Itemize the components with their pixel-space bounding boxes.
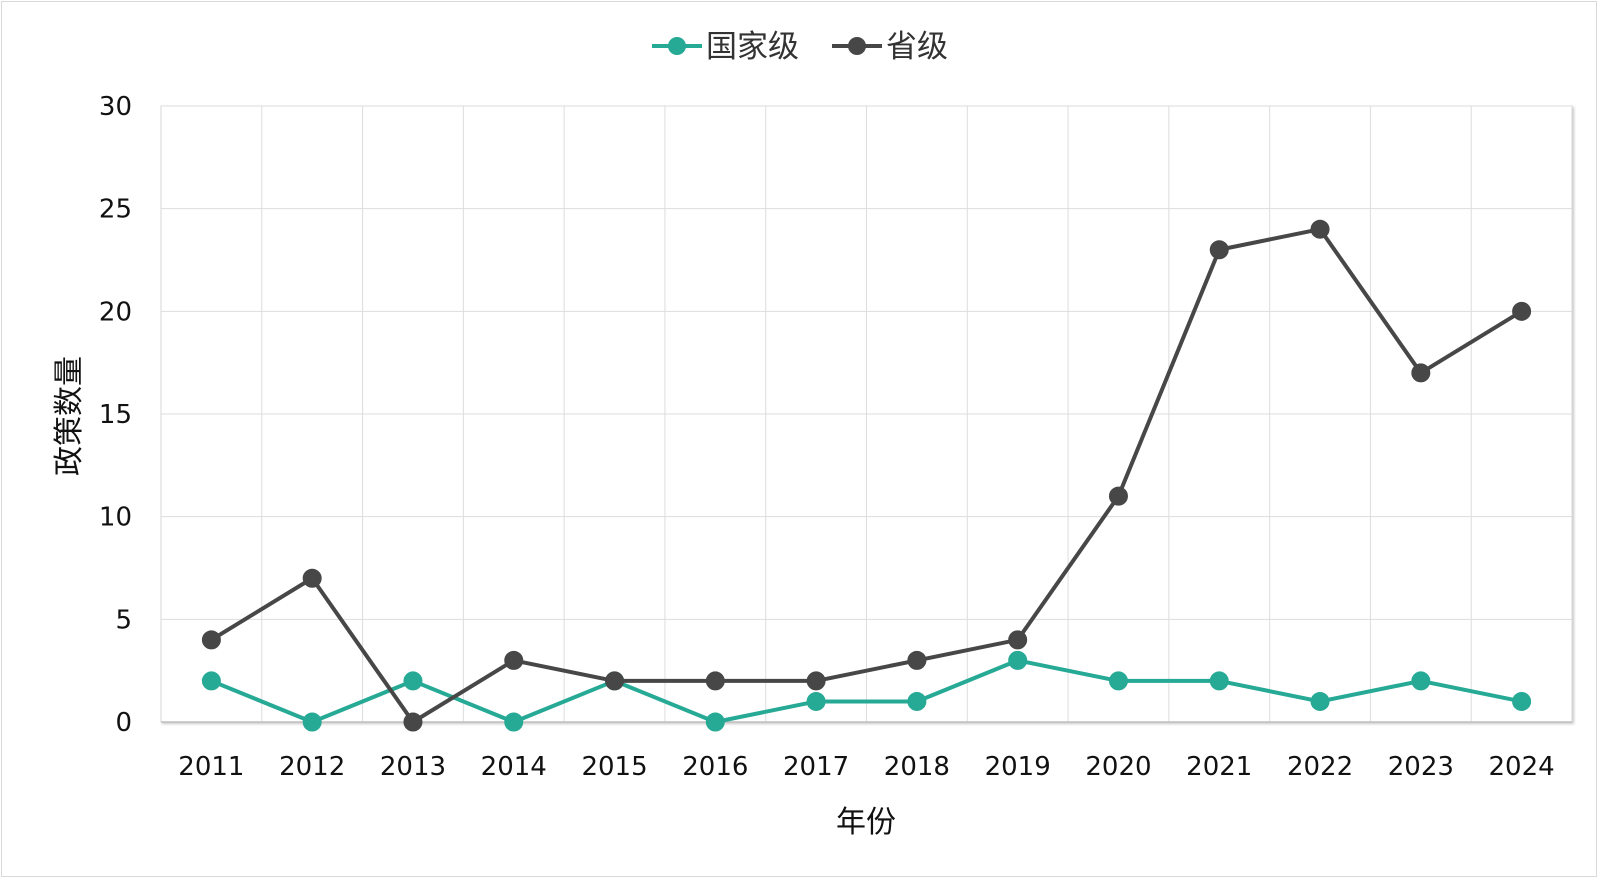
x-tick-label: 2024: [1489, 752, 1555, 782]
data-point-provincial[interactable]: [1008, 630, 1028, 650]
data-point-national[interactable]: [1008, 650, 1028, 670]
series-provincial: [201, 219, 1532, 732]
x-tick-label: 2023: [1388, 752, 1454, 782]
data-point-national[interactable]: [201, 671, 221, 691]
y-tick-label: 20: [99, 297, 132, 327]
x-tick-label: 2020: [1085, 752, 1151, 782]
legend-marker-provincial: [848, 37, 866, 55]
data-point-national[interactable]: [403, 671, 423, 691]
y-tick-label: 30: [99, 92, 132, 122]
data-point-provincial[interactable]: [403, 712, 423, 732]
legend: 国家级 省级: [652, 29, 948, 65]
data-point-provincial[interactable]: [605, 671, 625, 691]
data-point-provincial[interactable]: [907, 650, 927, 670]
data-point-national[interactable]: [806, 691, 826, 711]
y-tick-label: 0: [115, 708, 132, 738]
legend-item-provincial[interactable]: 省级: [832, 29, 948, 65]
data-point-provincial[interactable]: [201, 630, 221, 650]
x-tick-label: 2016: [682, 752, 748, 782]
legend-marker-national: [668, 37, 686, 55]
x-tick-label: 2019: [985, 752, 1051, 782]
data-point-provincial[interactable]: [1209, 240, 1229, 260]
x-tick-label: 2013: [380, 752, 446, 782]
series-national: [201, 650, 1532, 732]
data-point-national[interactable]: [907, 691, 927, 711]
series-line-national: [209, 658, 1524, 724]
data-point-national[interactable]: [1108, 671, 1128, 691]
data-point-national[interactable]: [1512, 691, 1532, 711]
data-point-provincial[interactable]: [806, 671, 826, 691]
x-tick-label: 2015: [581, 752, 647, 782]
data-point-provincial[interactable]: [1411, 363, 1431, 383]
y-tick-label: 15: [99, 400, 132, 430]
legend-item-national[interactable]: 国家级: [652, 29, 799, 65]
data-point-national[interactable]: [1209, 671, 1229, 691]
x-tick-label: 2012: [279, 752, 345, 782]
x-tick-label: 2018: [884, 752, 950, 782]
data-point-provincial[interactable]: [1310, 219, 1330, 239]
data-point-national[interactable]: [1411, 671, 1431, 691]
y-tick-label: 5: [115, 605, 132, 635]
x-tick-label: 2017: [783, 752, 849, 782]
x-tick-label: 2014: [481, 752, 547, 782]
legend-label-provincial: 省级: [886, 29, 948, 65]
data-point-national[interactable]: [302, 712, 322, 732]
x-tick-label: 2021: [1186, 752, 1252, 782]
x-tick-label: 2022: [1287, 752, 1353, 782]
axes: 0 5 10 15 20 25 30 2011 2012 2013 2014 2015 2016 2017…: [99, 92, 1572, 782]
data-point-national[interactable]: [1310, 691, 1330, 711]
series-line-provincial: [209, 227, 1524, 724]
y-tick-label: 10: [99, 503, 132, 533]
legend-label-national: 国家级: [706, 29, 799, 65]
data-point-national[interactable]: [504, 712, 524, 732]
x-tick-label: 2011: [178, 752, 244, 782]
data-point-provincial[interactable]: [504, 650, 524, 670]
data-point-provincial[interactable]: [705, 671, 725, 691]
y-axis-title: 政策数量: [52, 356, 87, 476]
data-point-provincial[interactable]: [1512, 301, 1532, 321]
data-point-national[interactable]: [705, 712, 725, 732]
series-layer: [201, 219, 1532, 732]
x-axis-title: 年份: [836, 805, 896, 840]
data-point-provincial[interactable]: [1108, 486, 1128, 506]
y-tick-label: 25: [99, 195, 132, 225]
data-point-provincial[interactable]: [302, 568, 322, 588]
